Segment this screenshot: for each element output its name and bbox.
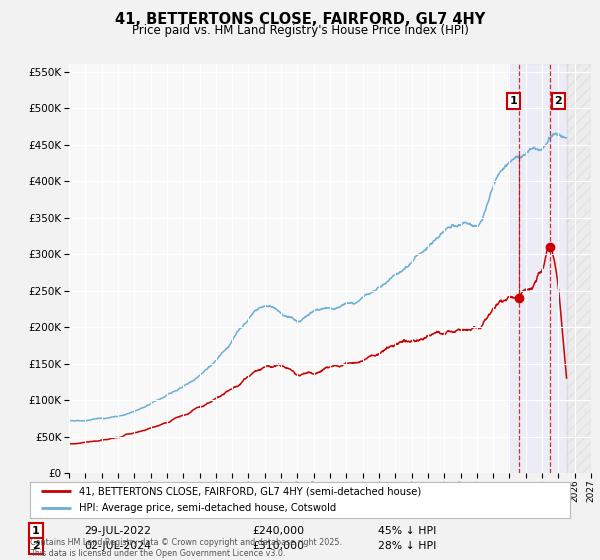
Text: 1: 1	[510, 96, 518, 106]
Text: HPI: Average price, semi-detached house, Cotswold: HPI: Average price, semi-detached house,…	[79, 503, 336, 513]
Text: 02-JUL-2024: 02-JUL-2024	[84, 541, 151, 551]
Text: Contains HM Land Registry data © Crown copyright and database right 2025.
This d: Contains HM Land Registry data © Crown c…	[30, 538, 342, 558]
Text: 2: 2	[554, 96, 562, 106]
Text: 29-JUL-2022: 29-JUL-2022	[84, 526, 151, 536]
Text: 28% ↓ HPI: 28% ↓ HPI	[378, 541, 436, 551]
Text: 41, BETTERTONS CLOSE, FAIRFORD, GL7 4HY (semi-detached house): 41, BETTERTONS CLOSE, FAIRFORD, GL7 4HY …	[79, 487, 421, 496]
Bar	[566, 64, 591, 473]
Text: Price paid vs. HM Land Registry's House Price Index (HPI): Price paid vs. HM Land Registry's House …	[131, 24, 469, 36]
Text: £310,000: £310,000	[252, 541, 304, 551]
Bar	[509, 64, 566, 473]
Text: £240,000: £240,000	[252, 526, 304, 536]
Text: 45% ↓ HPI: 45% ↓ HPI	[378, 526, 436, 536]
Text: 41, BETTERTONS CLOSE, FAIRFORD, GL7 4HY: 41, BETTERTONS CLOSE, FAIRFORD, GL7 4HY	[115, 12, 485, 27]
Text: 1: 1	[32, 526, 40, 536]
Text: 2: 2	[32, 541, 40, 551]
